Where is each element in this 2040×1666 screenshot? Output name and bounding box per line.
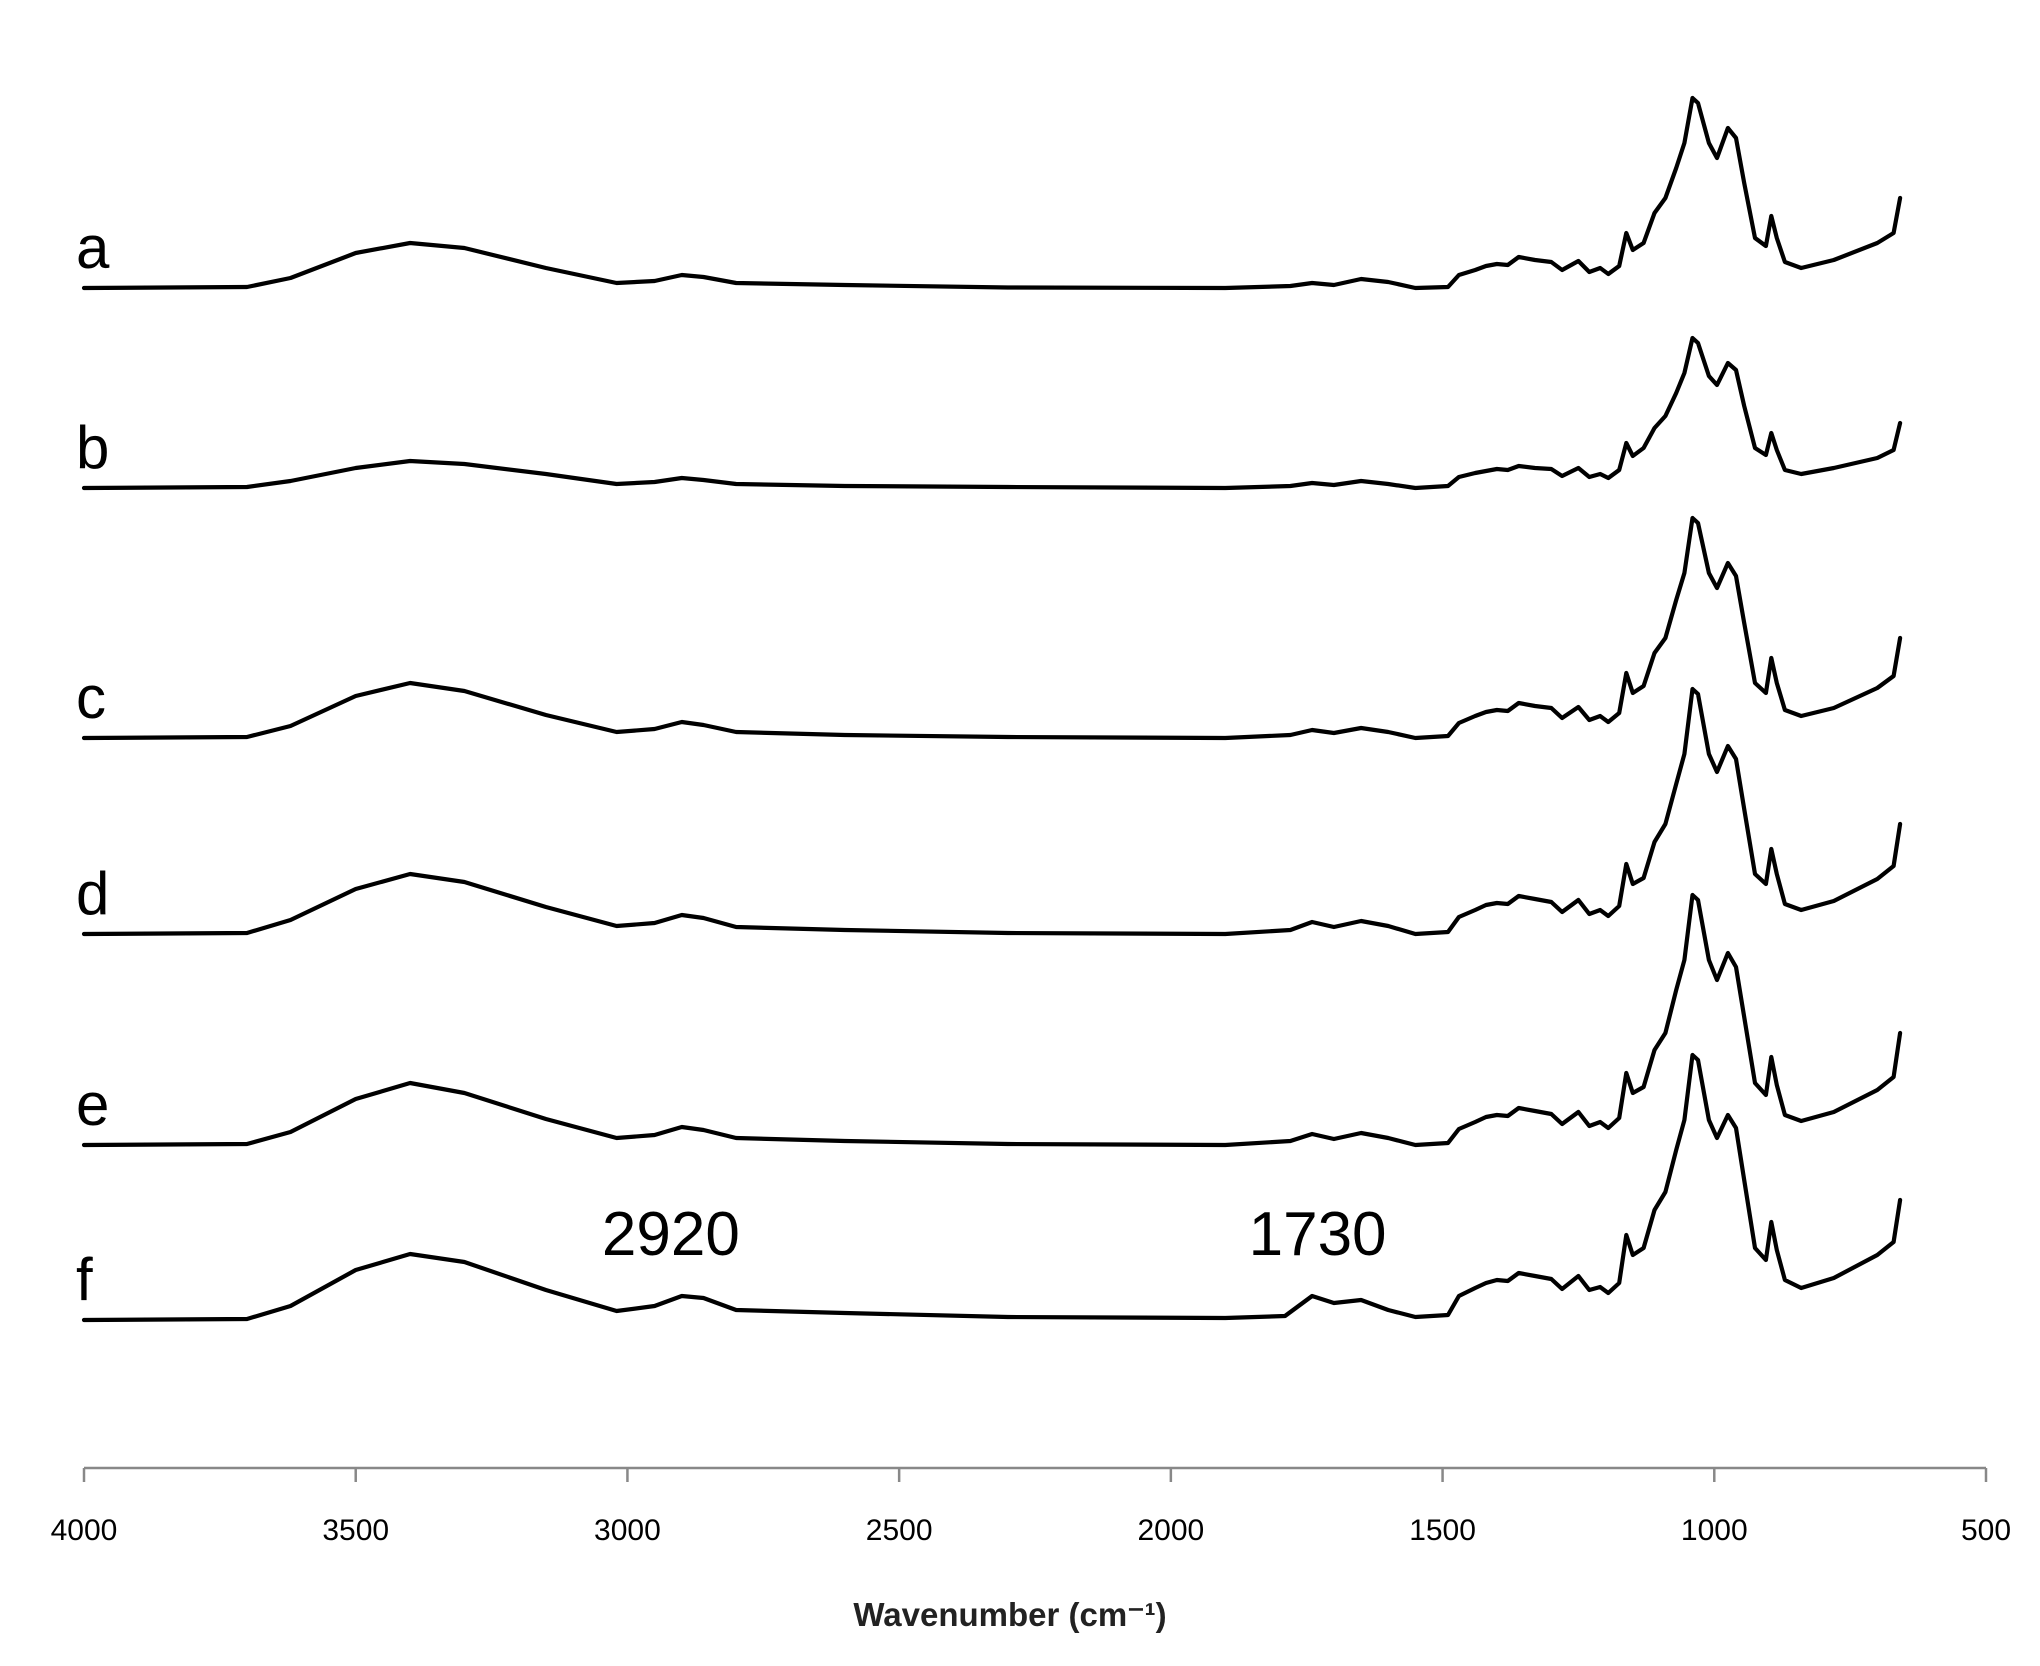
peak-annotation-2920: 2920: [602, 1200, 740, 1269]
series-label-a: a: [76, 214, 110, 281]
spectra-traces: [81, 95, 1903, 1323]
x-tick-label-3500: 3500: [322, 1514, 389, 1547]
spectrum-line-e: [81, 892, 1903, 1148]
spectrum-line-d: [81, 686, 1903, 937]
spectrum-line-c: [81, 515, 1903, 741]
spectrum-line-f: [81, 1052, 1903, 1323]
x-tick-label-2500: 2500: [866, 1514, 933, 1547]
series-label-e: e: [76, 1071, 109, 1138]
series-label-d: d: [76, 860, 109, 927]
series-labels: a b c d e f: [76, 214, 110, 1313]
spectrum-line-a: [81, 95, 1903, 291]
x-tick-label-2000: 2000: [1137, 1514, 1204, 1547]
peak-annotations: 2920 1730: [602, 1200, 1387, 1269]
x-tick-label-500: 500: [1961, 1514, 2011, 1547]
x-axis-ticks: 4000 3500 3000 2500 2000 1500 1000 500: [51, 1468, 2011, 1547]
series-label-b: b: [76, 414, 109, 481]
x-axis-label: Wavenumber (cm⁻¹): [853, 1596, 1166, 1633]
x-tick-label-3000: 3000: [594, 1514, 661, 1547]
x-tick-label-1000: 1000: [1681, 1514, 1748, 1547]
series-label-f: f: [76, 1246, 93, 1313]
x-tick-label-4000: 4000: [51, 1514, 118, 1547]
x-tick-label-1500: 1500: [1409, 1514, 1476, 1547]
peak-annotation-1730: 1730: [1249, 1200, 1387, 1269]
series-label-c: c: [76, 664, 106, 731]
spectrum-line-b: [81, 335, 1903, 491]
